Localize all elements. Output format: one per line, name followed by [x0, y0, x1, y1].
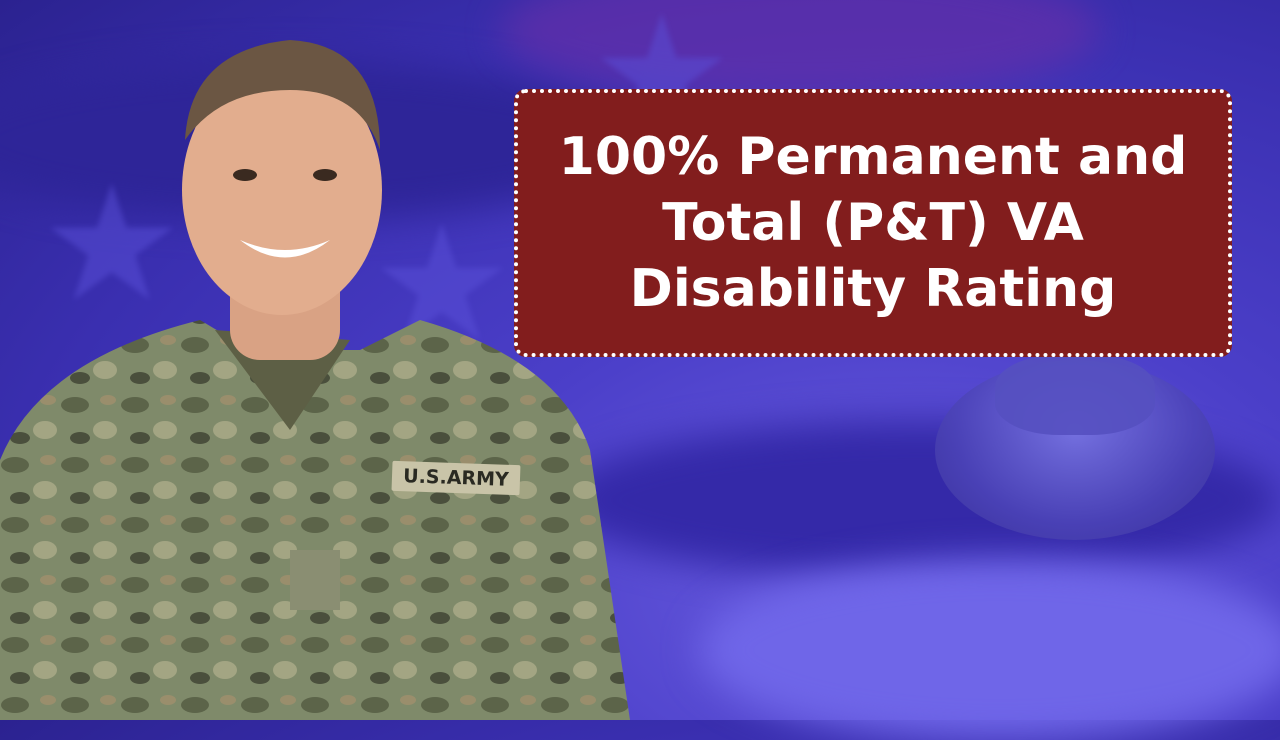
army-nametape: U.S.ARMY — [391, 460, 521, 496]
smile — [240, 240, 330, 258]
title-box: 100% Permanent and Total (P&T) VA Disabi… — [514, 89, 1232, 357]
hair — [185, 40, 380, 150]
stethoscope-stem — [995, 355, 1155, 435]
headline: 100% Permanent and Total (P&T) VA Disabi… — [533, 124, 1213, 322]
rank-insignia — [290, 550, 340, 610]
uniform — [0, 320, 630, 720]
soldier-photo — [0, 40, 630, 720]
flag-fold — [700, 560, 1280, 740]
star-icon: ★ — [40, 150, 184, 337]
headline-line-2: Total (P&T) VA — [662, 193, 1084, 253]
headline-line-3: Disability Rating — [629, 259, 1117, 319]
face — [182, 65, 382, 315]
headline-line-1: 100% Permanent and — [558, 127, 1188, 187]
